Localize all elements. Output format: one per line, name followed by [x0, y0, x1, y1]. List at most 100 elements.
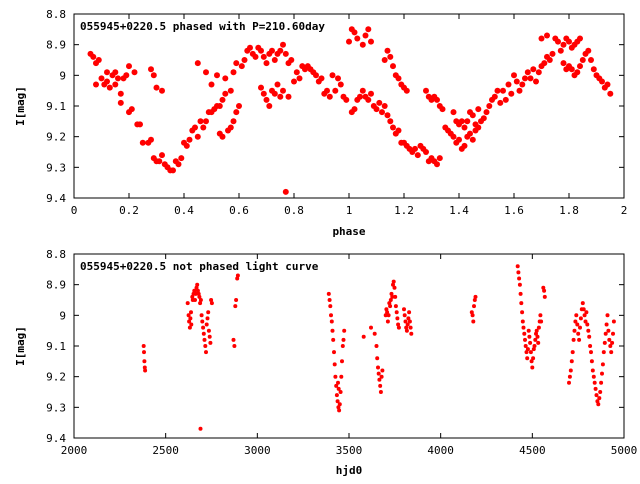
data-point — [475, 106, 482, 113]
data-point — [396, 325, 401, 330]
data-point — [589, 359, 594, 364]
data-point — [590, 66, 597, 73]
data-point — [376, 99, 383, 106]
data-point — [585, 47, 592, 54]
data-point — [187, 319, 192, 324]
data-point — [412, 145, 418, 152]
data-point — [393, 294, 398, 299]
unphased-light-curve-plot: 2000 2500 3000 3500 4000 4500 5000 8.8 8.9 9 9.1 9… — [14, 248, 637, 477]
data-point — [329, 72, 336, 79]
data-point — [340, 344, 345, 348]
x-tick-label: 0 — [71, 204, 78, 217]
x-tick-label: 1 — [346, 204, 353, 217]
data-point — [469, 310, 474, 315]
data-point — [197, 118, 204, 125]
x-tick-label: 0.6 — [229, 204, 249, 217]
data-point — [527, 334, 532, 339]
data-point — [574, 313, 579, 318]
data-point — [235, 276, 240, 281]
data-point — [434, 161, 440, 168]
data-point — [516, 87, 523, 94]
data-point — [291, 78, 297, 85]
data-point — [576, 331, 581, 336]
data-point — [560, 60, 567, 67]
data-point — [536, 340, 541, 345]
data-point — [579, 57, 586, 63]
data-point — [219, 96, 226, 103]
data-point — [577, 63, 583, 70]
data-point — [541, 60, 548, 67]
data-point — [232, 344, 237, 348]
data-point — [385, 319, 390, 324]
x-tick-label: 1.4 — [449, 204, 469, 217]
data-point — [404, 325, 409, 330]
data-point — [197, 294, 202, 299]
data-point — [607, 337, 612, 342]
data-point — [518, 291, 523, 296]
data-point — [338, 390, 343, 394]
y-tick-label: 9.2 — [46, 371, 66, 384]
data-point — [500, 87, 506, 94]
data-point — [526, 328, 531, 333]
x-tick-label: 3000 — [244, 444, 271, 457]
data-point — [377, 377, 382, 382]
data-point — [193, 298, 197, 302]
data-point — [533, 337, 538, 342]
data-point — [156, 158, 163, 165]
data-point — [408, 325, 413, 330]
data-point — [592, 380, 597, 385]
data-point — [535, 334, 540, 339]
data-point — [469, 136, 476, 143]
data-point — [528, 350, 533, 355]
data-point — [203, 344, 208, 348]
data-point — [534, 331, 538, 336]
data-point — [271, 57, 278, 63]
data-point — [207, 334, 212, 339]
data-point — [362, 32, 369, 39]
data-point — [471, 319, 476, 324]
data-point — [531, 356, 536, 361]
data-point — [406, 316, 411, 321]
data-point — [542, 288, 547, 293]
data-point — [329, 313, 333, 318]
data-point — [205, 316, 210, 321]
x-axis-ticks: 0 0.2 0.4 0.6 0.8 1 1.2 1.4 1.6 1.8 2 — [71, 14, 628, 217]
y-axis-ticks: 8.8 8.9 9 9.1 9.2 9.3 9.4 — [46, 248, 624, 445]
x-axis-label: phase — [332, 225, 365, 238]
data-point — [388, 304, 393, 309]
data-point — [373, 106, 380, 113]
data-point — [557, 47, 564, 54]
data-point — [194, 285, 199, 290]
data-point — [593, 386, 598, 391]
data-point — [234, 298, 239, 302]
data-point — [375, 356, 380, 361]
data-point — [436, 155, 443, 162]
data-point — [230, 118, 237, 125]
data-point — [93, 81, 99, 88]
data-point — [266, 103, 273, 109]
data-point — [586, 328, 591, 333]
data-point — [236, 103, 242, 109]
data-point — [359, 87, 366, 94]
y-tick-label: 8.8 — [46, 8, 66, 21]
data-point — [192, 124, 198, 131]
data-point — [569, 359, 574, 364]
data-point — [472, 121, 479, 128]
y-tick-label: 9 — [59, 69, 66, 82]
data-point — [112, 69, 119, 76]
data-point — [608, 344, 613, 348]
data-point — [189, 322, 194, 327]
data-point — [233, 304, 238, 309]
data-point — [95, 57, 102, 63]
x-tick-label: 2 — [621, 204, 628, 217]
data-point — [469, 112, 476, 119]
data-point — [402, 313, 407, 318]
data-point — [549, 50, 556, 57]
data-point — [570, 350, 575, 355]
data-point — [332, 350, 336, 355]
data-point — [467, 130, 473, 137]
data-point — [580, 301, 585, 306]
data-point — [403, 319, 408, 324]
data-point — [602, 340, 607, 345]
data-point — [542, 294, 547, 299]
